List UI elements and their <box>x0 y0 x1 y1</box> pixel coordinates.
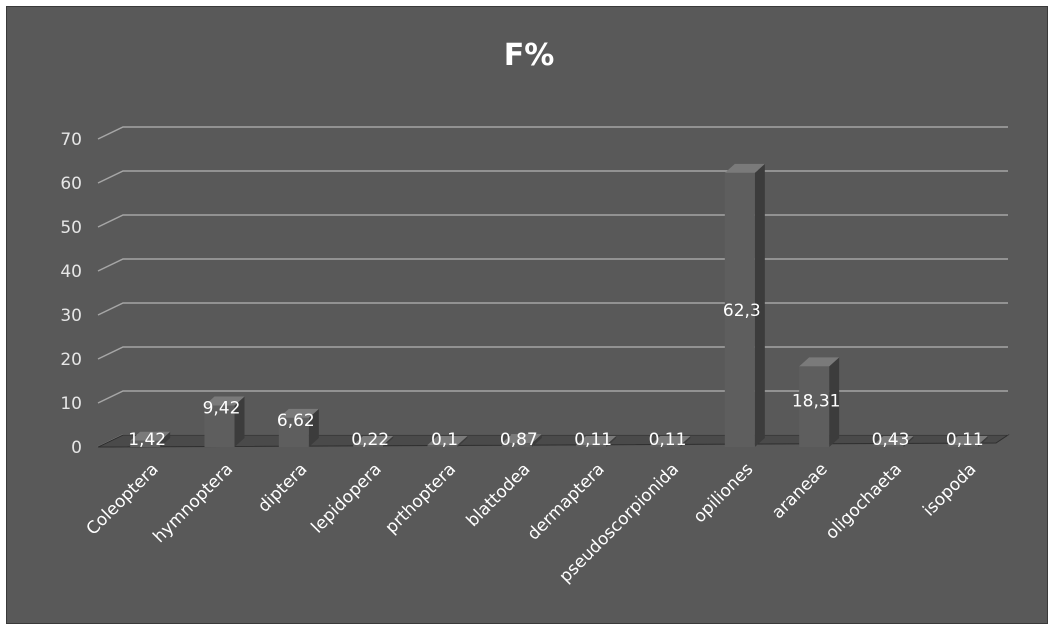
bar-top <box>278 408 319 418</box>
bar-side <box>903 436 914 447</box>
bar-side <box>234 396 245 447</box>
bar <box>353 436 394 447</box>
bars <box>130 163 988 447</box>
bar-front <box>873 445 904 447</box>
bar-top <box>501 434 542 444</box>
y-tick-label: 10 <box>60 394 82 414</box>
bar <box>799 357 840 447</box>
gridlines <box>97 126 1010 448</box>
data-label: 0,1 <box>431 430 458 450</box>
category-label: Coleoptera <box>83 459 163 539</box>
bar-side <box>308 408 319 447</box>
bar-front <box>501 443 532 447</box>
bar <box>204 396 245 447</box>
bar-side <box>754 163 765 447</box>
gridline <box>97 214 1008 228</box>
data-label: 0,43 <box>872 430 910 450</box>
bar <box>576 436 617 447</box>
category-label: diptera <box>254 459 311 516</box>
data-label: 18,31 <box>792 391 841 411</box>
data-label: 9,42 <box>203 399 241 419</box>
data-label: 0,11 <box>574 430 612 450</box>
bar-front <box>204 405 235 447</box>
bar-front <box>799 366 830 447</box>
gridline <box>97 126 1008 140</box>
bar-side <box>457 436 468 447</box>
y-tick-label: 40 <box>60 262 82 282</box>
bar-side <box>383 436 394 447</box>
bar <box>427 436 468 447</box>
bar-top <box>576 436 617 445</box>
category-label: blattodea <box>463 459 535 531</box>
bar <box>873 436 914 447</box>
data-label: 0,11 <box>649 430 687 450</box>
bar-front <box>353 445 384 447</box>
category-label: isopoda <box>919 459 980 520</box>
category-label: araneae <box>768 459 832 523</box>
gridline <box>97 346 1008 360</box>
gridline <box>97 258 1008 272</box>
chart-area <box>6 6 1048 624</box>
bar-front <box>724 172 755 447</box>
y-tick-label: 30 <box>60 306 82 326</box>
bar-top <box>947 436 988 445</box>
bar-front <box>650 445 681 447</box>
data-label: 0,11 <box>946 430 984 450</box>
category-label: hymnoptera <box>149 459 237 547</box>
bar <box>947 436 988 447</box>
bar <box>130 431 171 447</box>
y-tick-label: 70 <box>60 130 82 150</box>
bar-side <box>531 434 542 447</box>
bar-side <box>680 436 691 447</box>
bar-front <box>130 440 161 447</box>
bar-side <box>606 436 617 447</box>
category-label: lepidopera <box>308 459 386 537</box>
data-labels: 1,42 9,42 6,62 0,22 0,1 0,87 0,11 0,11 62,3 18,31… <box>128 301 984 450</box>
y-tick-label: 50 <box>60 218 82 238</box>
gridline <box>97 390 1008 404</box>
chart-floor <box>97 434 1010 448</box>
y-tick-label: 20 <box>60 350 82 370</box>
gridline <box>97 302 1008 316</box>
data-label: 1,42 <box>128 430 166 450</box>
bar-front <box>278 417 309 447</box>
bar <box>724 163 765 447</box>
bar <box>501 434 542 447</box>
data-label: 0,22 <box>351 430 389 450</box>
gridline <box>97 170 1008 184</box>
bar-front <box>576 445 607 447</box>
bar <box>650 436 691 447</box>
bar-side <box>829 357 840 447</box>
y-axis-ticks: 0 10 20 30 40 50 60 70 <box>60 130 82 458</box>
category-label: oligochaeta <box>822 459 906 543</box>
category-label: prthoptera <box>382 459 460 537</box>
bar-top <box>724 163 765 173</box>
bar-top <box>204 396 245 406</box>
chart-title: F% <box>503 38 555 73</box>
y-tick-label: 60 <box>60 174 82 194</box>
y-tick-label: 0 <box>71 438 82 458</box>
category-label: opiliones <box>690 459 758 527</box>
bar <box>278 408 319 447</box>
bar-front <box>427 445 458 447</box>
bar-top <box>873 436 914 445</box>
bar-top <box>427 436 468 445</box>
bar-side <box>977 436 988 447</box>
data-label: 0,87 <box>500 430 538 450</box>
data-label: 6,62 <box>277 411 315 431</box>
bar-side <box>160 431 171 447</box>
bar-top <box>130 431 171 441</box>
bar-top <box>353 436 394 445</box>
bar-front <box>947 445 978 447</box>
bar-top <box>799 357 840 367</box>
data-label: 62,3 <box>723 301 761 321</box>
bar-top <box>650 436 691 445</box>
